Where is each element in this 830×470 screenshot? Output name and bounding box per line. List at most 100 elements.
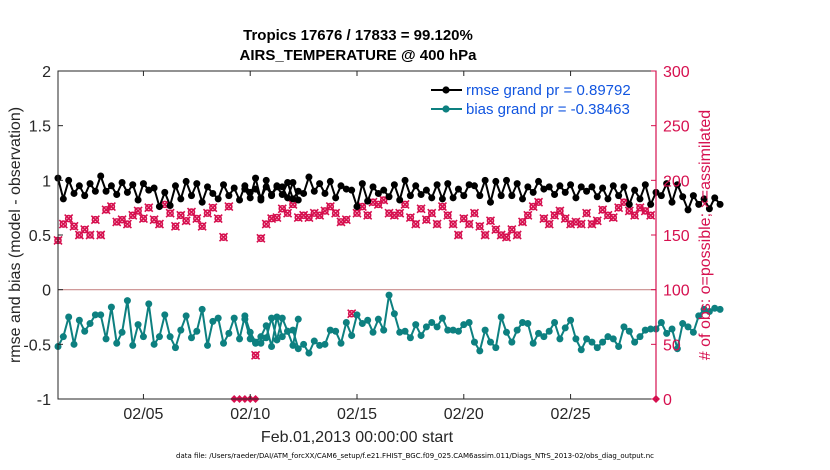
obs-possible-marker — [374, 200, 383, 209]
x-tick-label: 02/10 — [230, 406, 270, 423]
obs-count-point — [277, 204, 287, 214]
obs-assimilated-marker — [421, 215, 431, 225]
obs-assimilated-marker — [213, 214, 223, 224]
rmse-point — [342, 185, 350, 193]
rmse-point — [91, 187, 99, 195]
obs-possible-marker — [598, 206, 607, 214]
obs-count-point — [592, 216, 602, 226]
obs-count-point — [501, 232, 512, 242]
bias-point — [599, 338, 607, 346]
bias-point — [273, 336, 281, 344]
obs-possible-marker — [545, 220, 554, 228]
bias-point — [695, 312, 703, 320]
obs-possible-marker — [561, 214, 570, 223]
bias-point — [139, 333, 147, 341]
bias-point — [193, 327, 201, 335]
rmse-point — [583, 187, 591, 195]
rmse-point — [609, 182, 617, 190]
bias-point — [545, 327, 553, 335]
obs-count-point — [122, 219, 132, 229]
y-left-tick-label: 1.5 — [29, 119, 51, 136]
bias-point — [284, 327, 292, 335]
rmse-point — [412, 182, 420, 190]
rmse-point — [385, 193, 393, 201]
rmse-point — [524, 183, 532, 191]
rmse-point — [209, 189, 217, 197]
obs-count-point — [448, 219, 458, 229]
rmse-point — [150, 184, 158, 192]
rmse-point — [129, 181, 137, 189]
rmse-point — [70, 189, 78, 197]
obs-assimilated-marker — [186, 207, 197, 217]
bias-point — [711, 304, 719, 312]
obs-count-point — [630, 210, 640, 220]
obs-possible-marker — [443, 211, 452, 220]
y-right-tick-label: 250 — [663, 119, 690, 136]
obs-assimilated-marker — [90, 215, 100, 225]
bias-point — [428, 318, 436, 326]
obs-count-point — [480, 230, 490, 240]
obs-count-point — [469, 208, 480, 218]
bias-point — [326, 326, 334, 334]
obs-assimilated-marker — [469, 208, 480, 218]
rmse-point — [454, 185, 462, 193]
rmse-point — [230, 184, 238, 192]
obs-possible-marker — [198, 222, 206, 231]
obs-possible-marker — [123, 220, 132, 228]
bias-point — [268, 314, 276, 322]
rmse-point — [620, 183, 628, 191]
rmse-point — [118, 179, 126, 187]
obs-possible-marker — [486, 216, 495, 225]
bias-point — [300, 340, 308, 348]
bias-point — [348, 332, 356, 340]
rmse-point — [545, 183, 553, 191]
obs-count-point — [138, 214, 148, 224]
bias-point — [155, 333, 163, 341]
obs-count-point — [58, 219, 68, 229]
obs-count-point — [427, 208, 437, 218]
rmse-point — [625, 200, 633, 208]
rmse-point — [161, 188, 169, 196]
x-tick-label: 02/15 — [337, 406, 377, 423]
rmse-point — [166, 201, 174, 209]
obs-possible-marker — [550, 211, 559, 220]
bias-point — [631, 338, 639, 346]
bias-point — [246, 335, 254, 343]
obs-possible-marker — [155, 220, 164, 228]
obs-possible-marker — [209, 203, 217, 212]
bias-point — [449, 326, 457, 334]
bias-point — [134, 321, 142, 329]
rmse-line — [57, 175, 300, 208]
rmse-point — [284, 179, 292, 187]
bias-point — [70, 340, 78, 348]
rmse-point — [214, 195, 222, 203]
rmse-point — [615, 192, 623, 200]
bias-point — [257, 339, 265, 347]
obs-possible-marker — [315, 211, 324, 220]
bias-point — [214, 314, 222, 322]
bias-point — [673, 345, 681, 353]
obs-possible-marker — [534, 198, 543, 206]
obs-count-point — [475, 221, 485, 231]
obs-count-point — [325, 202, 335, 212]
obs-assimilated-marker — [427, 208, 437, 218]
rmse-point — [577, 183, 585, 191]
rmse-point — [273, 183, 281, 191]
obs-possible-marker — [64, 214, 73, 223]
y-left-tick-label: 0.5 — [29, 228, 51, 245]
bias-point — [577, 346, 585, 354]
bias-point — [289, 326, 297, 334]
bias-point — [364, 316, 372, 324]
chart-title-line2: AIRS_TEMPERATURE @ 400 hPa — [240, 47, 478, 64]
rmse-point — [326, 177, 334, 185]
obs-count-point — [283, 208, 293, 218]
rmse-point — [529, 188, 537, 196]
obs-assimilated-marker — [464, 219, 474, 229]
rmse-point — [113, 191, 121, 199]
bias-point — [337, 339, 345, 347]
obs-assimilated-marker — [224, 202, 234, 212]
rmse-point — [449, 194, 457, 202]
obs-assimilated-marker — [448, 219, 458, 229]
obs-count-point — [170, 221, 181, 231]
obs-possible-marker — [625, 207, 634, 215]
